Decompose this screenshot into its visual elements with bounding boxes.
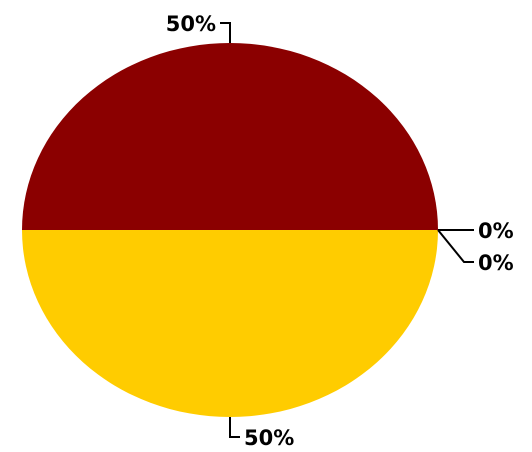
slice-label-2: 0%: [478, 251, 514, 275]
leader-line-3: [229, 417, 240, 438]
leader-line-0: [220, 22, 231, 43]
pie-slices: [22, 43, 438, 417]
slice-label-0: 50%: [166, 12, 216, 36]
slice-label-1: 0%: [478, 219, 514, 243]
pie-labels: 50% 0% 0% 50%: [166, 12, 514, 450]
pie-slice-0: [22, 43, 438, 230]
pie-slice-3: [22, 230, 438, 417]
leader-line-2: [437, 229, 474, 263]
slice-label-3: 50%: [244, 426, 294, 450]
